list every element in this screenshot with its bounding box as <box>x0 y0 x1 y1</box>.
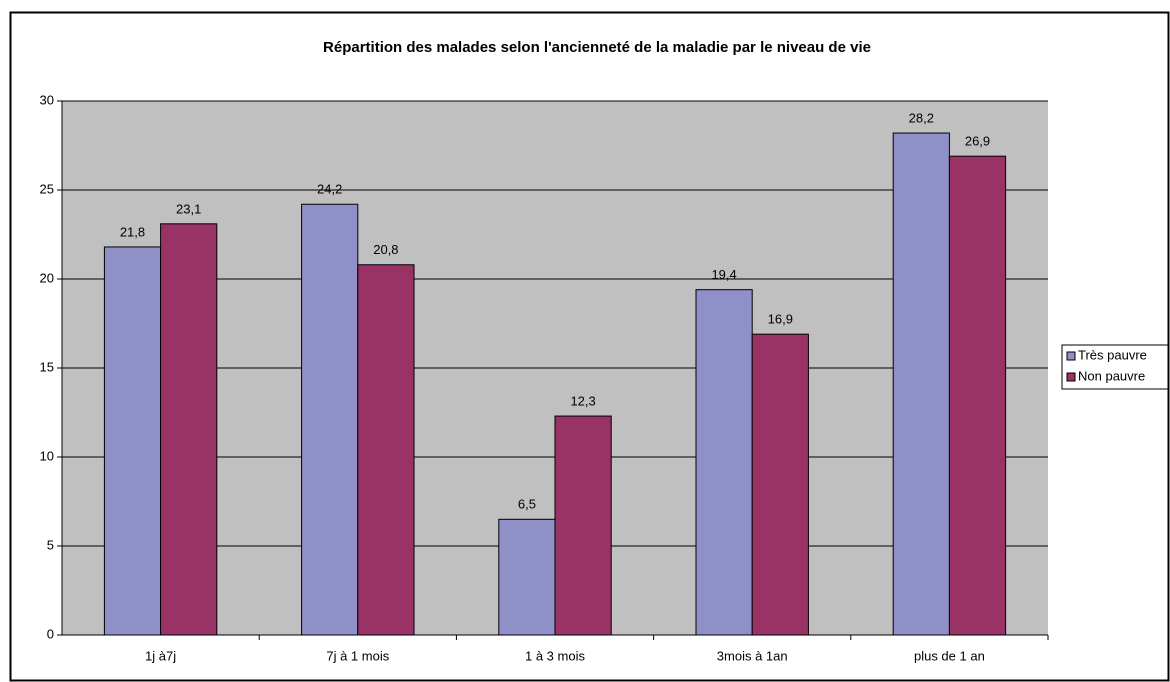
bar <box>160 223 218 636</box>
y-tick-label: 5 <box>47 537 54 552</box>
bar <box>948 155 1007 636</box>
y-tick-label: 20 <box>40 270 54 285</box>
chart-title: Répartition des malades selon l'ancienne… <box>323 39 871 56</box>
y-tick-label: 25 <box>40 181 54 196</box>
data-label: 12,3 <box>570 393 595 408</box>
x-tick-label: plus de 1 an <box>914 648 985 663</box>
legend-label: Non pauvre <box>1078 368 1145 383</box>
legend-label: Très pauvre <box>1078 347 1147 362</box>
data-label: 20,8 <box>373 242 398 257</box>
data-label: 6,5 <box>518 497 536 512</box>
x-tick-label: 1j à7j <box>145 648 176 663</box>
bar <box>695 289 753 636</box>
bar <box>103 246 162 636</box>
data-label: 21,8 <box>120 224 145 239</box>
x-tick-label: 1 à 3 mois <box>525 648 585 663</box>
data-label: 28,2 <box>909 110 934 125</box>
data-label: 23,1 <box>176 201 201 216</box>
y-tick-label: 10 <box>40 448 54 463</box>
data-label: 24,2 <box>317 182 342 197</box>
data-label: 19,4 <box>711 267 736 282</box>
y-tick-label: 30 <box>40 92 54 107</box>
x-tick-label: 7j à 1 mois <box>326 648 389 663</box>
bar <box>554 415 612 636</box>
x-tick-label: 3mois à 1an <box>717 648 788 663</box>
data-label: 16,9 <box>768 312 793 327</box>
bar <box>301 203 359 636</box>
y-tick-label: 15 <box>40 359 54 374</box>
data-label: 26,9 <box>965 134 990 149</box>
y-tick-label: 0 <box>47 626 54 641</box>
legend-swatch <box>1066 372 1076 382</box>
legend-box <box>1061 344 1169 390</box>
bar <box>892 132 950 636</box>
bar <box>751 333 809 636</box>
bar <box>498 518 556 636</box>
legend-swatch <box>1066 351 1076 361</box>
bar <box>357 264 415 636</box>
